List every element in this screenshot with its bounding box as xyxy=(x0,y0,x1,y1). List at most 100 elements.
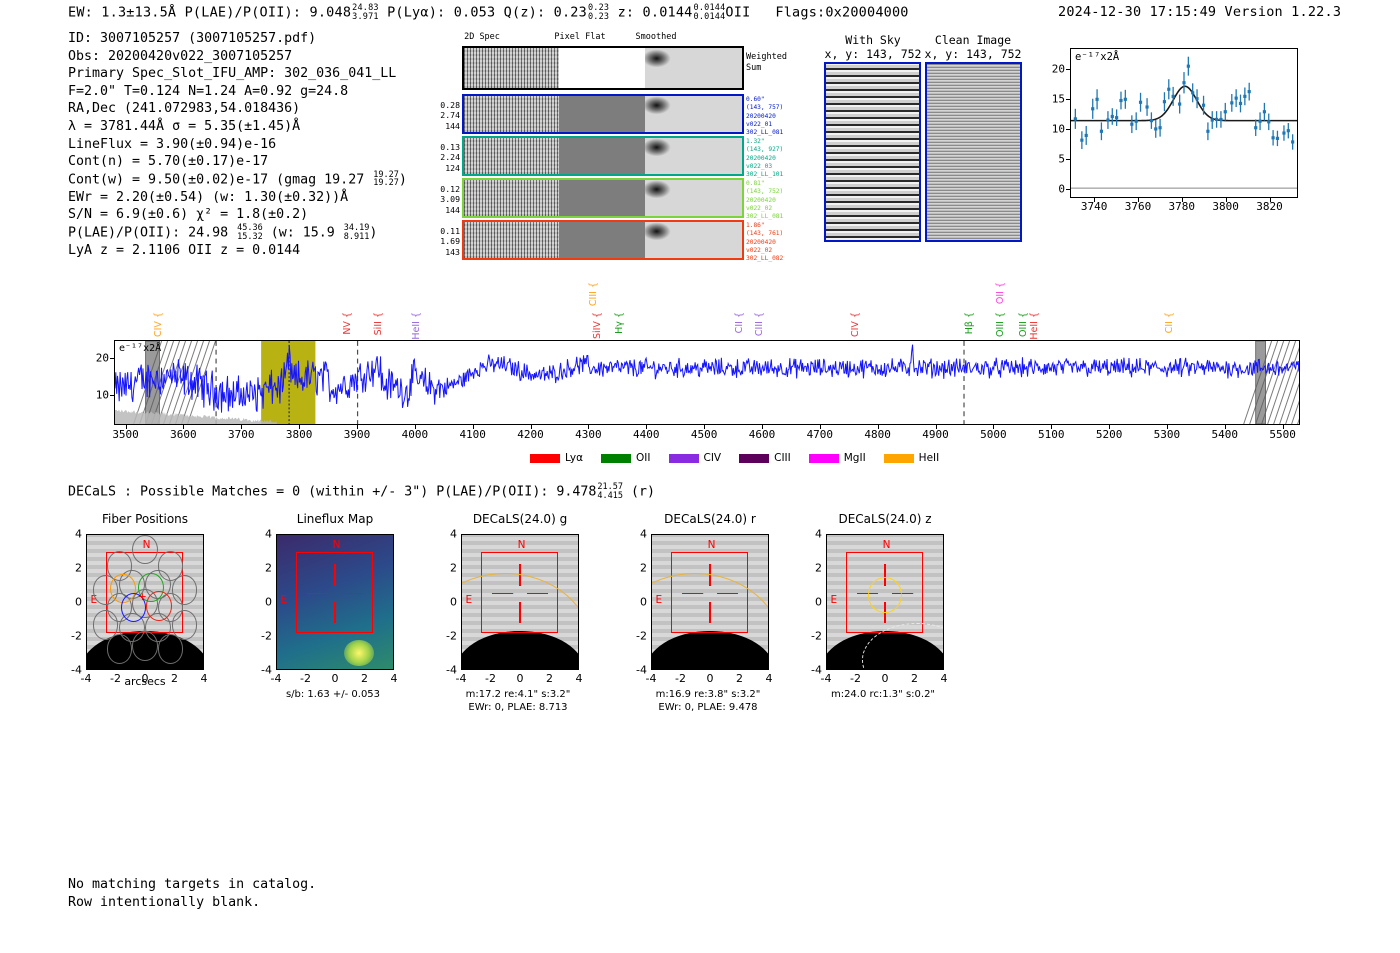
emission-line-label-OIII: OIII { xyxy=(994,312,1006,337)
spec2d-smoothed-segment xyxy=(644,48,742,88)
fit-xtick-mark xyxy=(1137,198,1139,202)
panel-xtick: 2 xyxy=(361,672,368,685)
panel-xtick: -2 xyxy=(485,672,496,685)
legend-swatch xyxy=(668,453,699,463)
decals-panel-0[interactable]: Fiber Positions N E + -4 -2 0 2 4 4 2 0 -2 -4 arcsecs xyxy=(60,512,230,712)
spectrum-xtick: 5100 xyxy=(1037,428,1065,441)
fit-ytick-mark xyxy=(1066,99,1070,100)
spec2d-row-4 xyxy=(462,220,744,260)
decals-panel-title: DECaLS(24.0) r xyxy=(664,512,756,526)
spectrum-xtick: 5500 xyxy=(1269,428,1296,441)
header-qz: Q(z): 0.23 xyxy=(503,4,587,21)
spectrum-xtick: 5300 xyxy=(1153,428,1181,441)
decals-panel-title: Lineflux Map xyxy=(296,512,374,526)
panel-ytick: -4 xyxy=(446,663,457,677)
spec2d-row-4-left-labels: 0.11 1.69 143 xyxy=(440,226,460,257)
panel-ytick: 0 xyxy=(75,595,82,609)
panel-caption-line: m:17.2 re:4.1" s:3.2" xyxy=(465,689,571,700)
decals-panel-3[interactable]: DECaLS(24.0) r N E -4 -2 0 2 4 4 2 0 -2 -4 m:16.9 re:… xyxy=(625,512,795,713)
fit-xtick: 3760 xyxy=(1124,200,1152,213)
legend-swatch xyxy=(808,453,839,463)
panel-xtick: -4 xyxy=(455,672,467,685)
fit-ytick: 0 xyxy=(1058,182,1065,196)
spectrum-unit-label: e⁻¹⁷x2Å xyxy=(119,343,162,354)
panel-xtick: -4 xyxy=(80,672,92,685)
info-line-11: P(LAE)/P(OII): 24.98 45.36 15.32 (w: 15.9… xyxy=(68,223,378,242)
decals-panel-1[interactable]: Lineflux Map N E -4 -2 0 2 4 4 2 0 -2 -4 s/b: 1.63 +/… xyxy=(250,512,420,712)
z-hi: 0.0144 xyxy=(693,3,726,13)
panel-xtick: 2 xyxy=(736,672,743,685)
z-fraction: 0.0144 0.0144 xyxy=(694,4,726,21)
panel-caption-line: m:24.0 rc:1.3" s:0.2" xyxy=(830,689,936,700)
decals-panel-4[interactable]: DECaLS(24.0) z N E -4 -2 0 2 4 4 2 0 -2 -4 m:24.0 rc:… xyxy=(800,512,970,712)
decals-plae-fraction: 21.57 4.415 xyxy=(597,483,623,500)
field-box xyxy=(295,552,374,633)
with-sky-title: With Sky x, y: 143, 752 xyxy=(818,33,928,61)
panel-caption-line: EWr: 0, PLAE: 9.478 xyxy=(658,702,758,713)
legend-label: CIV xyxy=(703,452,722,464)
info-line-5: λ = 3781.44Å σ = 5.35(±1.45)Å xyxy=(68,118,301,134)
panel-ytick: -2 xyxy=(446,629,457,643)
spec2d-row-3-left-labels: 0.12 3.09 144 xyxy=(440,184,460,215)
legend-swatch xyxy=(530,453,560,463)
spectrum-xtick: 3800 xyxy=(285,428,313,441)
legend-label: MgII xyxy=(843,452,866,464)
east-label: E xyxy=(90,593,98,606)
spectrum-xtick-mark xyxy=(183,425,185,429)
fiber-circle xyxy=(171,575,198,605)
spectrum-xtick: 3700 xyxy=(228,428,255,441)
decals-panel-image[interactable]: N E + xyxy=(86,534,204,670)
panel-xtick: 4 xyxy=(940,672,948,685)
header-z-suffix: OII xyxy=(725,4,751,21)
panel-xtick: -2 xyxy=(110,672,121,685)
full-spectrum-plot: e⁻¹⁷x2Å 3500 3600 3700 3800 3900 4000 4100 4200… xyxy=(84,340,1327,465)
panel-caption: m:24.0 rc:1.3" s:0.2" xyxy=(788,688,978,701)
panel-ytick: -2 xyxy=(261,629,272,643)
panel-caption-line: m:16.9 re:3.8" s:3.2" xyxy=(655,689,761,700)
lineflux-peak xyxy=(344,639,375,667)
spectrum-canvas xyxy=(114,340,1327,425)
spectrum-xtick: 3600 xyxy=(170,428,197,441)
clean-image xyxy=(925,62,1022,242)
north-label: N xyxy=(517,539,526,552)
decals-panel-title: DECaLS(24.0) g xyxy=(472,512,568,526)
panel-caption: s/b: 1.63 +/- 0.053 xyxy=(238,688,428,701)
footer-block: No matching targets in catalog. Row inte… xyxy=(68,876,316,911)
spec2d-column-title-2: Smoothed xyxy=(635,32,677,42)
spectrum-xtick-mark xyxy=(241,425,243,429)
spectrum-ytick: 10 xyxy=(95,388,109,402)
legend-label: OII xyxy=(636,452,651,464)
legend-item-CIV: CIV xyxy=(668,452,722,464)
panel-xtick: 0 xyxy=(516,672,524,685)
info-line-1: Obs: 20200420v022_3007105257 xyxy=(68,48,293,64)
crosshair-right xyxy=(891,592,913,594)
spectrum-xtick-mark xyxy=(125,425,127,429)
panel-xtick: 2 xyxy=(911,672,918,685)
legend-swatch xyxy=(883,453,914,463)
fit-xtick: 3820 xyxy=(1256,200,1283,213)
spec2d-raw-segment xyxy=(464,138,559,174)
panel-ytick: 4 xyxy=(265,527,272,541)
crosshair-top xyxy=(884,564,886,586)
spectrum-xtick-mark xyxy=(1166,425,1168,429)
panel-xtick: 0 xyxy=(706,672,714,685)
info-line-4: RA,Dec (241.072983,54.018436) xyxy=(68,101,301,117)
legend-item-CIII: CIII xyxy=(739,452,791,464)
spectrum-xtick: 3500 xyxy=(112,428,139,441)
emission-line-label-CIV: CIV { xyxy=(849,312,861,337)
decals-panel-2[interactable]: DECaLS(24.0) g N E -4 -2 0 2 4 4 2 0 -2 -4 m:17.2 re:… xyxy=(435,512,605,713)
panel-xtick: 4 xyxy=(200,672,208,685)
emission-line-label-CII: CII { xyxy=(1164,312,1176,334)
fit-xtick-mark xyxy=(1269,198,1271,202)
spec2d-row-2-left-labels: 0.13 2.24 124 xyxy=(440,142,460,173)
fiber-circle xyxy=(92,610,119,640)
plae-hi: 24.83 xyxy=(352,3,379,13)
spec2d-raw-segment xyxy=(464,180,559,216)
spec2d-smoothed-segment xyxy=(644,138,742,174)
weighted-sum-label: Weighted Sum xyxy=(746,52,787,73)
panel-ytick: 0 xyxy=(815,595,822,609)
